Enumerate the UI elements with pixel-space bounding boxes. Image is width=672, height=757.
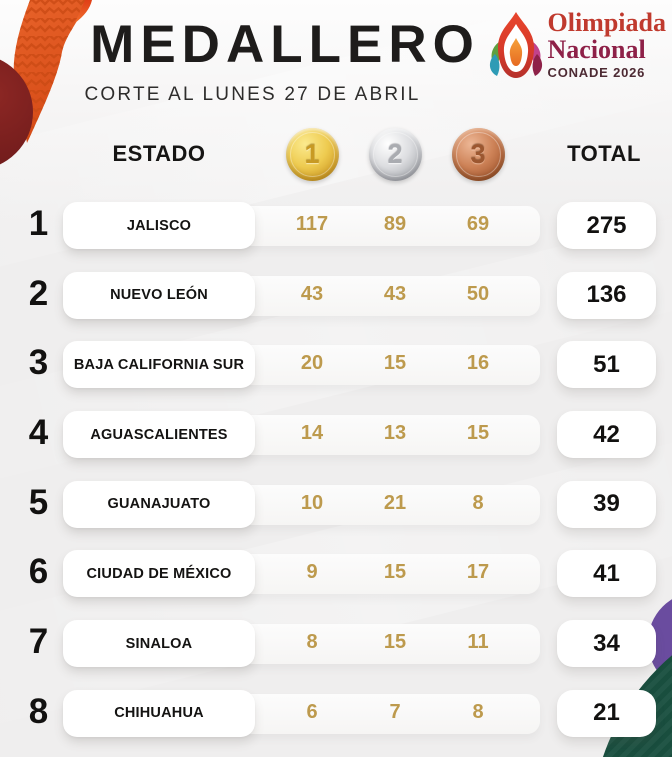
table-row: 1 JALISCO 117 89 69 275	[0, 190, 672, 260]
rank-number: 6	[28, 552, 48, 592]
table-row: 2 NUEVO LEÓN 43 43 50 136	[0, 260, 672, 330]
bronze-column-header: 3	[436, 126, 520, 182]
logo-line-conade: CONADE 2026	[547, 65, 646, 81]
page-subtitle: CORTE AL LUNES 27 DE ABRIL	[84, 84, 421, 105]
gold-count: 43	[300, 282, 324, 305]
state-name-pill: NUEVO LEÓN	[63, 271, 255, 319]
total-count-pill: 136	[557, 271, 656, 319]
rank-number: 7	[28, 622, 48, 662]
gold-count: 10	[300, 491, 324, 514]
silver-count: 15	[383, 561, 407, 584]
silver-count: 21	[383, 491, 407, 514]
gold-count: 9	[306, 561, 318, 584]
silver-column-header: 2	[353, 126, 437, 182]
state-name-pill: JALISCO	[63, 202, 255, 249]
rank-number: 3	[28, 343, 48, 383]
gold-column-header: 1	[270, 126, 354, 182]
silver-count: 89	[383, 213, 407, 235]
medal-table-rows: 1 JALISCO 117 89 69 275 2 NUEVO LEÓN 43 …	[0, 190, 672, 748]
rank-number: 5	[28, 482, 48, 522]
total-count-pill: 39	[557, 480, 656, 528]
bronze-medal-number: 3	[470, 138, 486, 169]
rank-number: 1	[28, 204, 48, 243]
state-name-pill: AGUASCALIENTES	[63, 411, 255, 459]
bronze-medal-icon: 3	[451, 127, 505, 181]
state-name-pill: BAJA CALIFORNIA SUR	[63, 341, 255, 389]
table-row: 3 BAJA CALIFORNIA SUR 20 15 16 51	[0, 329, 672, 399]
state-name: BAJA CALIFORNIA SUR	[73, 356, 245, 373]
silver-count: 13	[383, 422, 407, 445]
logo-line-olimpiada: Olimpiada	[547, 8, 666, 38]
table-header: ESTADO 1 2 3 TOTAL	[0, 126, 672, 182]
bronze-count: 16	[466, 352, 490, 375]
total-count-pill: 42	[557, 411, 656, 459]
logo-text: Olimpiada Nacional CONADE 2026	[547, 8, 666, 81]
silver-count: 15	[383, 352, 407, 375]
state-name: NUEVO LEÓN	[110, 287, 208, 304]
bronze-count: 17	[466, 561, 490, 584]
bronze-count: 15	[466, 422, 490, 445]
total-column-header: TOTAL	[567, 141, 641, 166]
gold-medal-number: 1	[304, 138, 320, 169]
silver-medal-icon: 2	[368, 127, 422, 181]
gold-count: 6	[306, 700, 318, 723]
table-row: 8 CHIHUAHUA 6 7 8 21	[0, 678, 672, 748]
bronze-count: 8	[472, 700, 484, 723]
total-count-pill: 34	[557, 620, 656, 668]
gold-count: 117	[295, 213, 329, 235]
bronze-count: 11	[467, 631, 489, 654]
state-name: CHIHUAHUA	[114, 705, 204, 722]
state-name-pill: CHIHUAHUA	[63, 689, 255, 737]
silver-count: 7	[389, 700, 401, 723]
flame-logo-icon	[489, 12, 542, 78]
olimpiada-nacional-logo: Olimpiada Nacional CONADE 2026	[487, 8, 666, 82]
state-name: GUANAJUATO	[107, 496, 211, 513]
total-count-pill: 21	[557, 689, 656, 737]
state-name: JALISCO	[126, 217, 192, 234]
state-name-pill: GUANAJUATO	[63, 480, 255, 528]
gold-count: 20	[300, 352, 324, 375]
table-row: 5 GUANAJUATO 10 21 8 39	[0, 469, 672, 539]
gold-count: 14	[300, 422, 324, 445]
rank-number: 8	[28, 691, 48, 731]
rank-number: 4	[28, 413, 48, 453]
table-row: 7 SINALOA 8 15 11 34	[0, 608, 672, 678]
state-name: AGUASCALIENTES	[90, 426, 228, 443]
gold-count: 8	[306, 631, 318, 654]
state-name-pill: SINALOA	[63, 620, 255, 668]
page-title: MEDALLERO	[90, 15, 480, 74]
flame-decoration	[0, 0, 120, 190]
estado-column-header: ESTADO	[112, 141, 206, 166]
state-name: SINALOA	[125, 635, 193, 652]
total-count-pill: 275	[557, 202, 656, 249]
table-row: 6 CIUDAD DE MÉXICO 9 15 17 41	[0, 538, 672, 608]
bronze-count: 69	[466, 213, 490, 235]
silver-count: 43	[383, 282, 407, 305]
logo-line-nacional: Nacional	[547, 34, 646, 64]
state-name: CIUDAD DE MÉXICO	[86, 565, 232, 582]
total-count-pill: 41	[557, 550, 656, 598]
gold-medal-icon: 1	[285, 127, 339, 181]
bronze-count: 50	[466, 282, 490, 305]
total-count-pill: 51	[557, 341, 656, 389]
silver-medal-number: 2	[387, 138, 403, 169]
state-name-pill: CIUDAD DE MÉXICO	[63, 550, 255, 598]
bronze-count: 8	[472, 491, 484, 514]
silver-count: 15	[383, 631, 407, 654]
table-row: 4 AGUASCALIENTES 14 13 15 42	[0, 399, 672, 469]
rank-number: 2	[28, 273, 48, 313]
